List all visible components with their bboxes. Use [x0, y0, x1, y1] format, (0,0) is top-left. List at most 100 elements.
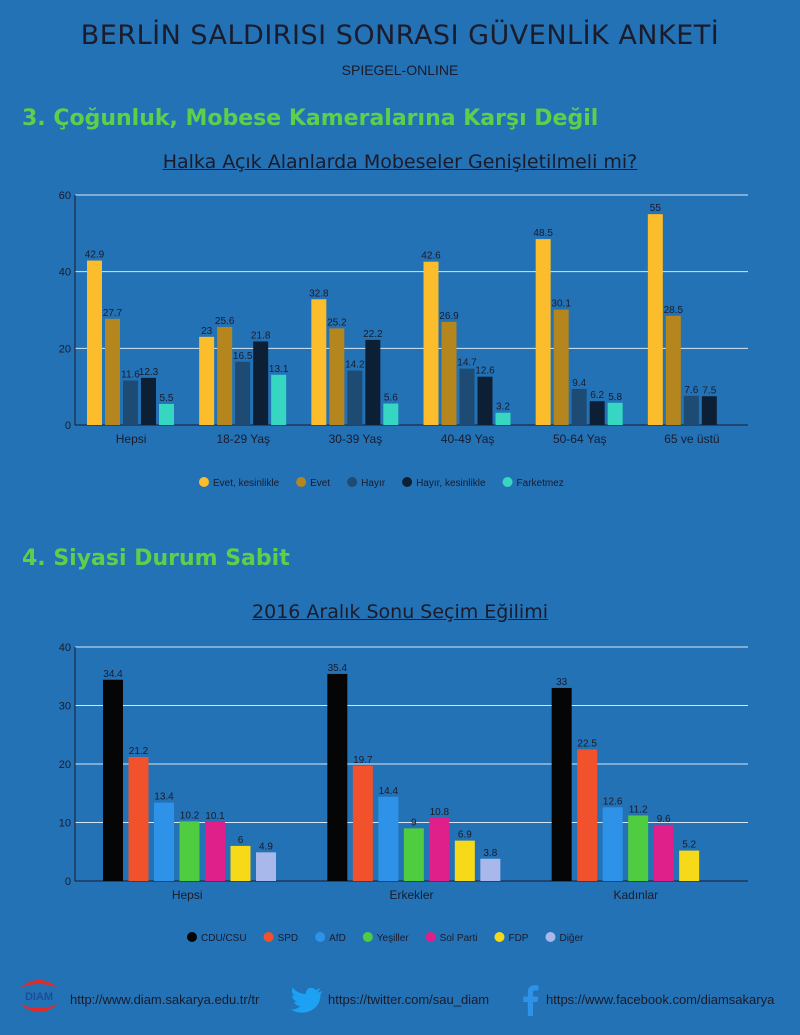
bar: [352, 765, 373, 881]
legend-label: FDP: [508, 933, 528, 944]
data-label: 12.6: [475, 366, 495, 377]
x-tick-label: Erkekler: [389, 888, 433, 902]
bar: [217, 326, 233, 425]
bar: [123, 380, 138, 425]
data-label: 42.6: [421, 251, 441, 262]
y-tick-label: 60: [59, 190, 71, 202]
svg-text:DIAM: DIAM: [25, 991, 53, 1003]
bar: [454, 840, 475, 881]
bar: [383, 403, 399, 425]
data-label: 10.8: [430, 807, 450, 818]
bar: [551, 687, 572, 881]
page-title: BERLİN SALDIRISI SONRASI GÜVENLİK ANKETİ: [80, 20, 720, 51]
x-tick-label: Hepsi: [172, 888, 203, 902]
y-tick-label: 0: [65, 876, 71, 888]
data-label: 12.3: [139, 367, 159, 378]
x-tick-label: 40-49 Yaş: [441, 432, 495, 446]
data-label: 7.5: [702, 385, 716, 396]
bar: [665, 315, 681, 425]
data-label: 11.2: [629, 804, 648, 815]
x-tick-label: 65 ve üstü: [664, 432, 719, 446]
y-tick-label: 20: [59, 343, 71, 355]
legend-marker: [425, 932, 436, 942]
bar: [607, 402, 623, 425]
bar: [141, 377, 156, 425]
data-label: 27.7: [103, 308, 123, 319]
chart-election-trend: 0 10 20 30 40 34.4 21.2 13.4 10.2 10.1 6 4.9 Hepsi 35…: [59, 642, 748, 944]
data-label: 14.2: [345, 360, 365, 371]
data-label: 5.2: [682, 840, 696, 851]
website-link[interactable]: http://www.diam.sakarya.edu.tr/tr: [70, 992, 260, 1007]
x-tick-label: Hepsi: [116, 432, 147, 446]
legend-marker: [199, 477, 209, 487]
data-label: 4.9: [259, 841, 273, 852]
bar: [429, 817, 450, 881]
y-tick-label: 30: [59, 701, 71, 713]
bar: [441, 321, 457, 425]
bar: [154, 802, 174, 881]
bar: [589, 401, 605, 425]
bar: [87, 260, 102, 425]
bar: [103, 679, 123, 881]
bar: [159, 403, 174, 425]
data-label: 21.2: [129, 746, 149, 757]
chart1-title: Halka Açık Alanlarda Mobeseler Genişleti…: [162, 151, 638, 173]
legend-marker: [402, 477, 413, 487]
section-heading-cameras: 3. Çoğunluk, Mobese Kameralarına Karşı D…: [22, 106, 599, 131]
data-label: 34.4: [103, 669, 123, 680]
chart2-title: 2016 Aralık Sonu Seçim Eğilimi: [252, 601, 548, 623]
data-label: 9: [411, 817, 417, 828]
data-label: 13.1: [269, 364, 289, 375]
data-label: 23: [201, 326, 213, 337]
facebook-link[interactable]: https://www.facebook.com/diamsakarya: [546, 992, 775, 1007]
bar: [230, 845, 251, 881]
data-label: 55: [650, 203, 662, 214]
bar: [495, 412, 511, 425]
data-label: 9.4: [572, 378, 586, 389]
legend-marker: [362, 932, 373, 942]
diam-logo: DIAM: [20, 980, 58, 1012]
data-label: 22.5: [577, 738, 597, 749]
legend-marker: [502, 477, 513, 487]
legend-label: Hayır, kesinlikle: [416, 478, 486, 489]
data-label: 19.7: [353, 755, 373, 766]
legend-label: Farketmez: [517, 478, 564, 489]
data-label: 32.8: [309, 288, 329, 299]
data-label: 35.4: [328, 663, 348, 674]
bar: [253, 341, 269, 425]
bar: [423, 261, 439, 425]
x-tick-label: 50-64 Yaş: [553, 432, 607, 446]
data-label: 6.2: [590, 390, 604, 401]
data-label: 12.6: [603, 796, 623, 807]
y-tick-label: 0: [65, 420, 71, 432]
data-label: 6.9: [458, 830, 472, 841]
data-label: 25.2: [327, 317, 347, 328]
bar: [199, 336, 215, 425]
data-label: 14.4: [379, 786, 399, 797]
bar: [628, 815, 649, 881]
data-label: 30.1: [551, 299, 571, 310]
legend-marker: [347, 477, 358, 487]
twitter-link[interactable]: https://twitter.com/sau_diam: [328, 992, 490, 1007]
bar: [571, 388, 587, 425]
source-label: SPIEGEL-ONLINE: [341, 62, 459, 78]
legend-marker: [545, 932, 556, 942]
legend-label: SPD: [278, 933, 299, 944]
bar: [647, 214, 663, 425]
bar: [205, 821, 225, 881]
data-label: 7.6: [684, 385, 698, 396]
legend-label: AfD: [329, 933, 346, 944]
facebook-icon[interactable]: [520, 984, 540, 1016]
twitter-icon[interactable]: [290, 986, 324, 1014]
data-label: 26.9: [439, 311, 459, 322]
legend-marker: [263, 932, 274, 942]
data-label: 33: [556, 677, 568, 688]
legend-label: CDU/CSU: [201, 933, 247, 944]
bar: [477, 376, 493, 425]
legend-label: Hayır: [361, 478, 386, 489]
bar: [329, 328, 345, 425]
bar: [378, 796, 399, 881]
bar: [256, 852, 276, 881]
legend-label: Diğer: [559, 933, 584, 944]
data-label: 21.8: [251, 330, 271, 341]
